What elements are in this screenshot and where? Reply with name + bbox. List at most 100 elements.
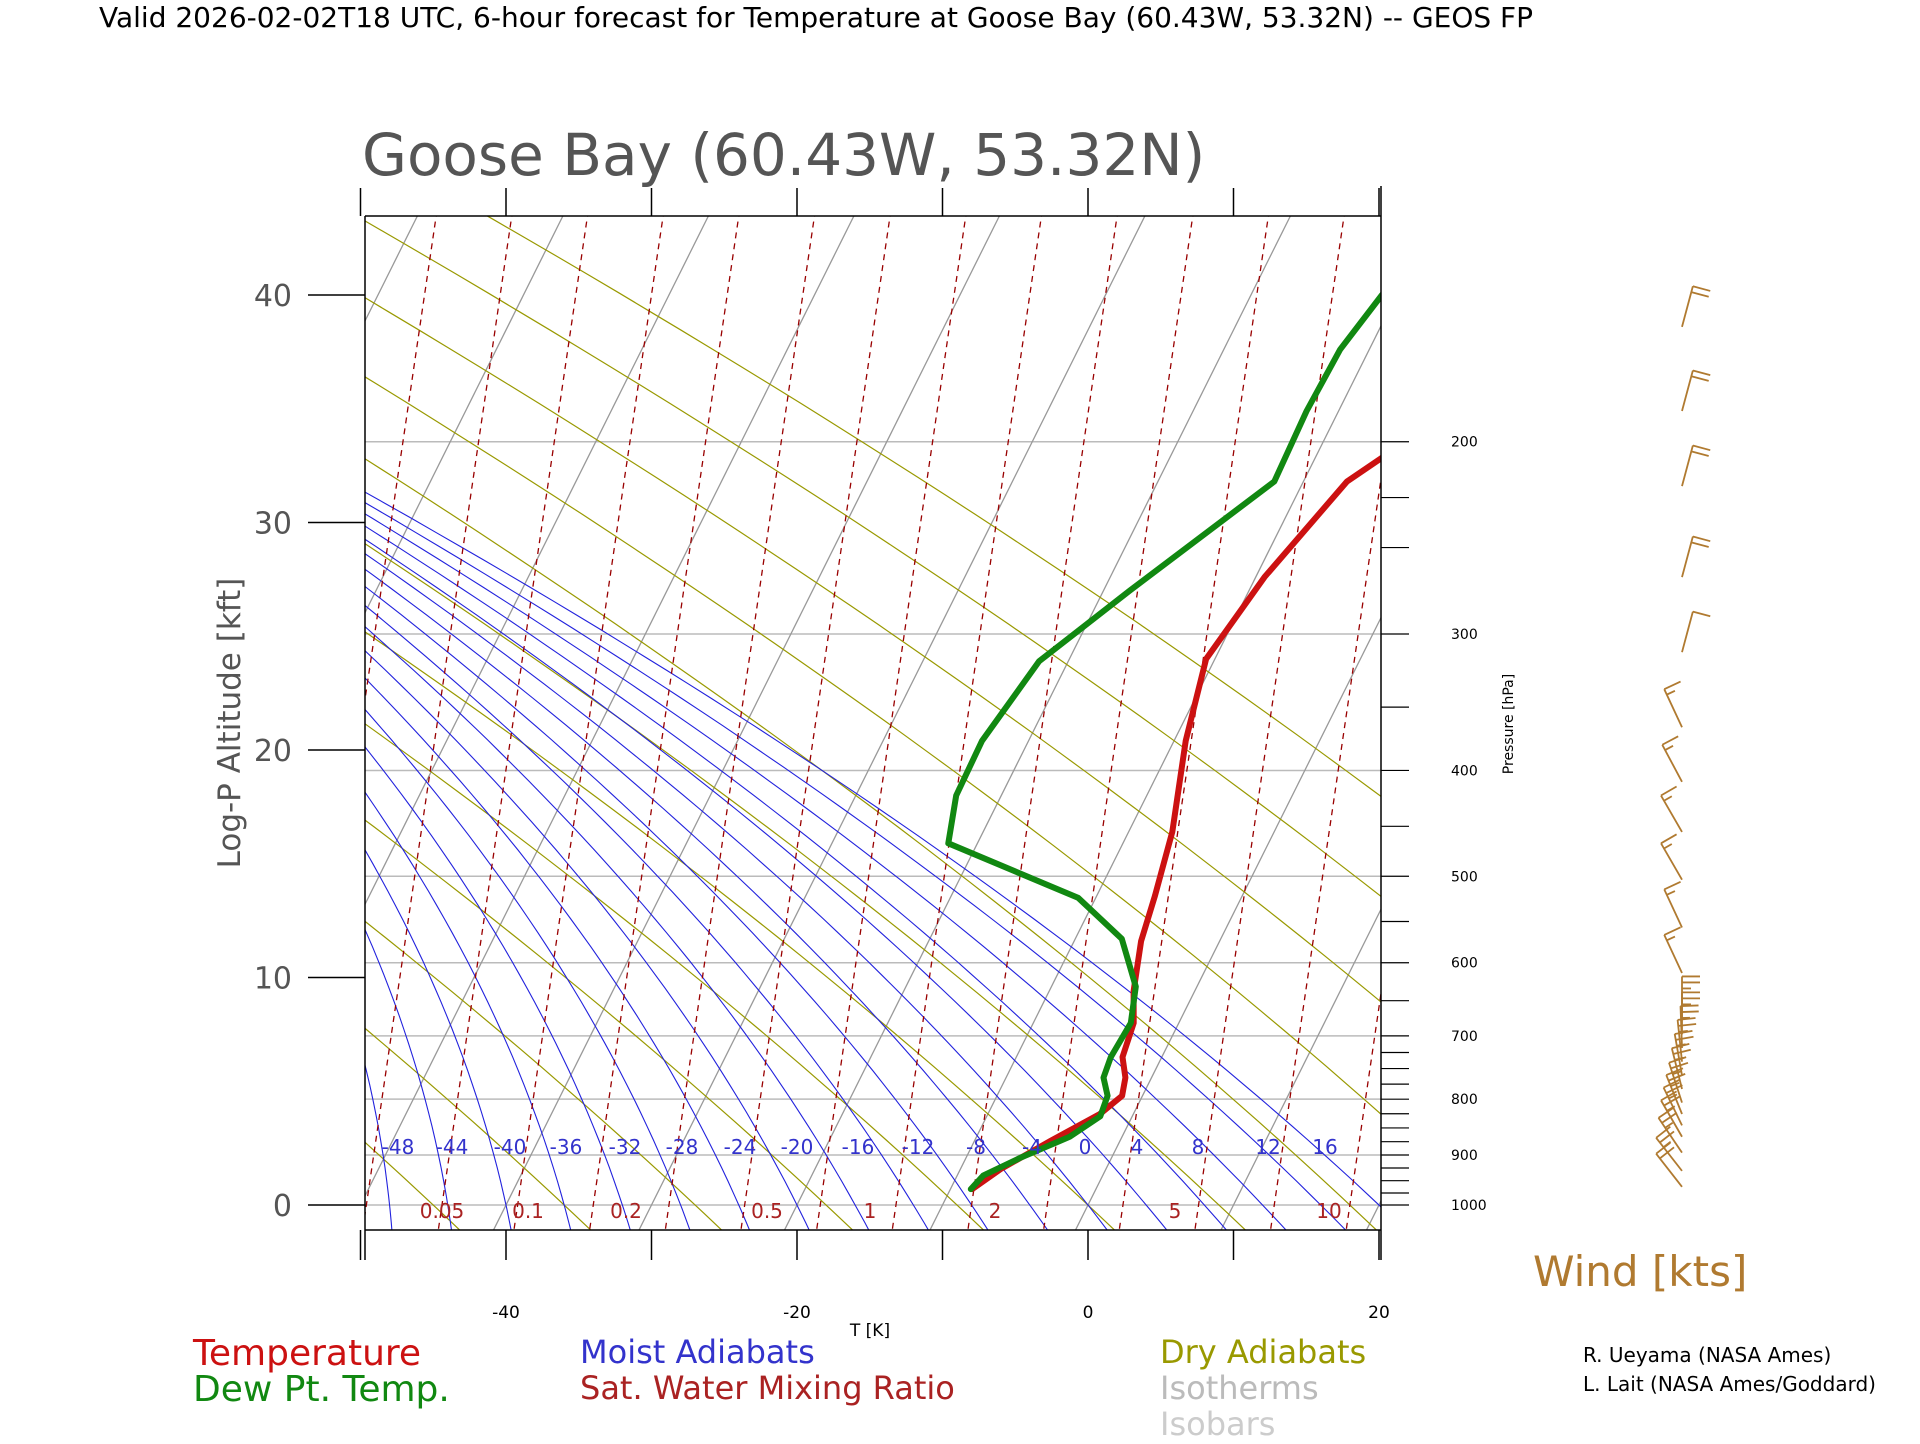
- legend-isobars: Isobars: [1160, 1405, 1275, 1440]
- legend-mixing-ratio: Sat. Water Mixing Ratio: [580, 1369, 955, 1407]
- moist-adiabat-label: 0: [1079, 1135, 1092, 1159]
- legend-wind: Wind [kts]: [1533, 1247, 1747, 1296]
- wind-barb: [1682, 612, 1710, 653]
- isotherm-line: [1065, 146, 1616, 1251]
- chart-title: Goose Bay (60.43W, 53.32N): [362, 121, 1205, 189]
- x-tick-label: -40: [492, 1303, 520, 1323]
- moist-adiabat-label: 4: [1131, 1135, 1144, 1159]
- dewpoint-line: [948, 218, 1452, 1190]
- wind-barb: [1664, 927, 1682, 973]
- moist-adiabat-line: [0, 146, 940, 1251]
- moist-adiabat-label: -20: [781, 1135, 814, 1159]
- dry-adiabat-line: [0, 146, 612, 1251]
- dry-adiabat-line: [0, 146, 350, 1251]
- wind-barb: [1682, 286, 1710, 327]
- wind-barb: [1682, 537, 1710, 578]
- moist-adiabat-line: [0, 146, 879, 1251]
- y-tick-label: 20: [254, 734, 292, 769]
- pressure-tick-label: 1000: [1451, 1198, 1487, 1214]
- isotherm-line: [0, 146, 162, 1251]
- pressure-tick-label: 600: [1451, 956, 1478, 972]
- moist-adiabat-line: [0, 146, 1183, 1251]
- dry-adiabat-line: [102, 146, 1660, 1251]
- dry-adiabat-line: [0, 146, 1267, 1251]
- y-tick-label: 10: [254, 962, 292, 997]
- pressure-tick-label: 700: [1451, 1029, 1478, 1045]
- moist-adiabat-line: [0, 146, 819, 1251]
- wind-barbs: [1656, 286, 1710, 1187]
- moist-adiabat-label: 16: [1312, 1135, 1337, 1159]
- mixing-ratio-label: 0.2: [610, 1199, 642, 1223]
- isotherm-line: [1647, 146, 1920, 1251]
- pressure-tick-label: 200: [1451, 435, 1478, 451]
- x-tick-label: 0: [1083, 1303, 1094, 1323]
- wind-barb: [1661, 787, 1682, 832]
- x-tick-label: -20: [783, 1303, 811, 1323]
- legend-dry-adiabats: Dry Adiabats: [1160, 1333, 1366, 1371]
- mixing-ratio-line: [889, 146, 1052, 1251]
- legend-temperature: Temperature: [192, 1333, 421, 1374]
- isotherm-line: [338, 146, 889, 1251]
- moist-adiabat-label: -32: [609, 1135, 642, 1159]
- wind-barb: [1682, 446, 1710, 487]
- pressure-tick-label: 400: [1451, 763, 1478, 779]
- mixing-ratio-label: 0.05: [420, 1199, 465, 1223]
- legend-moist-adiabats: Moist Adiabats: [580, 1333, 815, 1371]
- moist-adiabat-label: -40: [494, 1135, 527, 1159]
- mixing-ratio-line: [662, 146, 825, 1251]
- mixing-ratio-label: 1: [864, 1199, 877, 1223]
- mixing-ratio-line: [814, 146, 977, 1251]
- temperature-line: [972, 218, 1767, 1190]
- moist-adiabat-label: -36: [550, 1135, 583, 1159]
- moist-adiabat-label: -24: [724, 1135, 757, 1159]
- moist-adiabat-line: [0, 146, 1001, 1251]
- moist-adiabat-label: -4: [1022, 1135, 1042, 1159]
- y-tick-label: 40: [254, 279, 292, 314]
- mixing-ratio-label: 2: [989, 1199, 1002, 1223]
- legend-isotherms: Isotherms: [1160, 1369, 1319, 1407]
- dry-adiabat-line: [0, 146, 1398, 1251]
- x-tick-label: 20: [1368, 1303, 1390, 1323]
- mixing-ratio-label: 0.1: [512, 1199, 544, 1223]
- mixing-ratio-line: [0, 146, 144, 1251]
- pressure-tick-label: 300: [1451, 627, 1478, 643]
- x-axis-label: T [K]: [849, 1321, 890, 1341]
- dry-adiabat-line: [0, 146, 219, 1251]
- credit-line-1: R. Ueyama (NASA Ames): [1583, 1343, 1831, 1367]
- mixing-ratio-line: [1192, 146, 1355, 1251]
- isotherm-line: [0, 146, 16, 1251]
- y2-axis-label: Pressure [hPa]: [1501, 674, 1517, 774]
- wind-barb: [1661, 834, 1682, 879]
- moist-adiabat-label: -16: [842, 1135, 875, 1159]
- dry-adiabat-line: [0, 146, 1136, 1251]
- moist-adiabat-line: [0, 146, 636, 1251]
- isotherm-line: [1211, 146, 1762, 1251]
- moist-adiabat-line: [0, 146, 393, 1251]
- moist-adiabat-line: [0, 146, 1244, 1251]
- wind-barb: [1664, 882, 1682, 928]
- isotherm-line: [47, 146, 598, 1251]
- pressure-tick-label: 500: [1451, 869, 1478, 885]
- moist-adiabat-line: [0, 146, 1305, 1251]
- header-valid-line: Valid 2026-02-02T18 UTC, 6-hour forecast…: [99, 1, 1533, 34]
- y-axis-label: Log-P Altitude [kft]: [212, 578, 248, 869]
- moist-adiabat-label: -12: [902, 1135, 935, 1159]
- mixing-ratio-line: [738, 146, 901, 1251]
- y-tick-label: 0: [273, 1189, 292, 1224]
- wind-barb: [1682, 992, 1700, 1034]
- moist-adiabat-label: 12: [1255, 1135, 1280, 1159]
- pressure-tick-label: 800: [1451, 1092, 1478, 1108]
- moist-adiabat-label: -44: [436, 1135, 469, 1159]
- isotherm-line: [774, 146, 1325, 1251]
- wind-barb: [1664, 1080, 1683, 1126]
- mixing-ratio-line: [587, 146, 750, 1251]
- wind-barb: [1662, 736, 1682, 782]
- legend-dewpoint: Dew Pt. Temp.: [193, 1369, 450, 1410]
- pressure-tick-label: 900: [1451, 1148, 1478, 1164]
- moist-adiabat-line: [0, 146, 758, 1251]
- moist-adiabat-line: [0, 146, 1366, 1251]
- moist-adiabat-label: 8: [1192, 1135, 1205, 1159]
